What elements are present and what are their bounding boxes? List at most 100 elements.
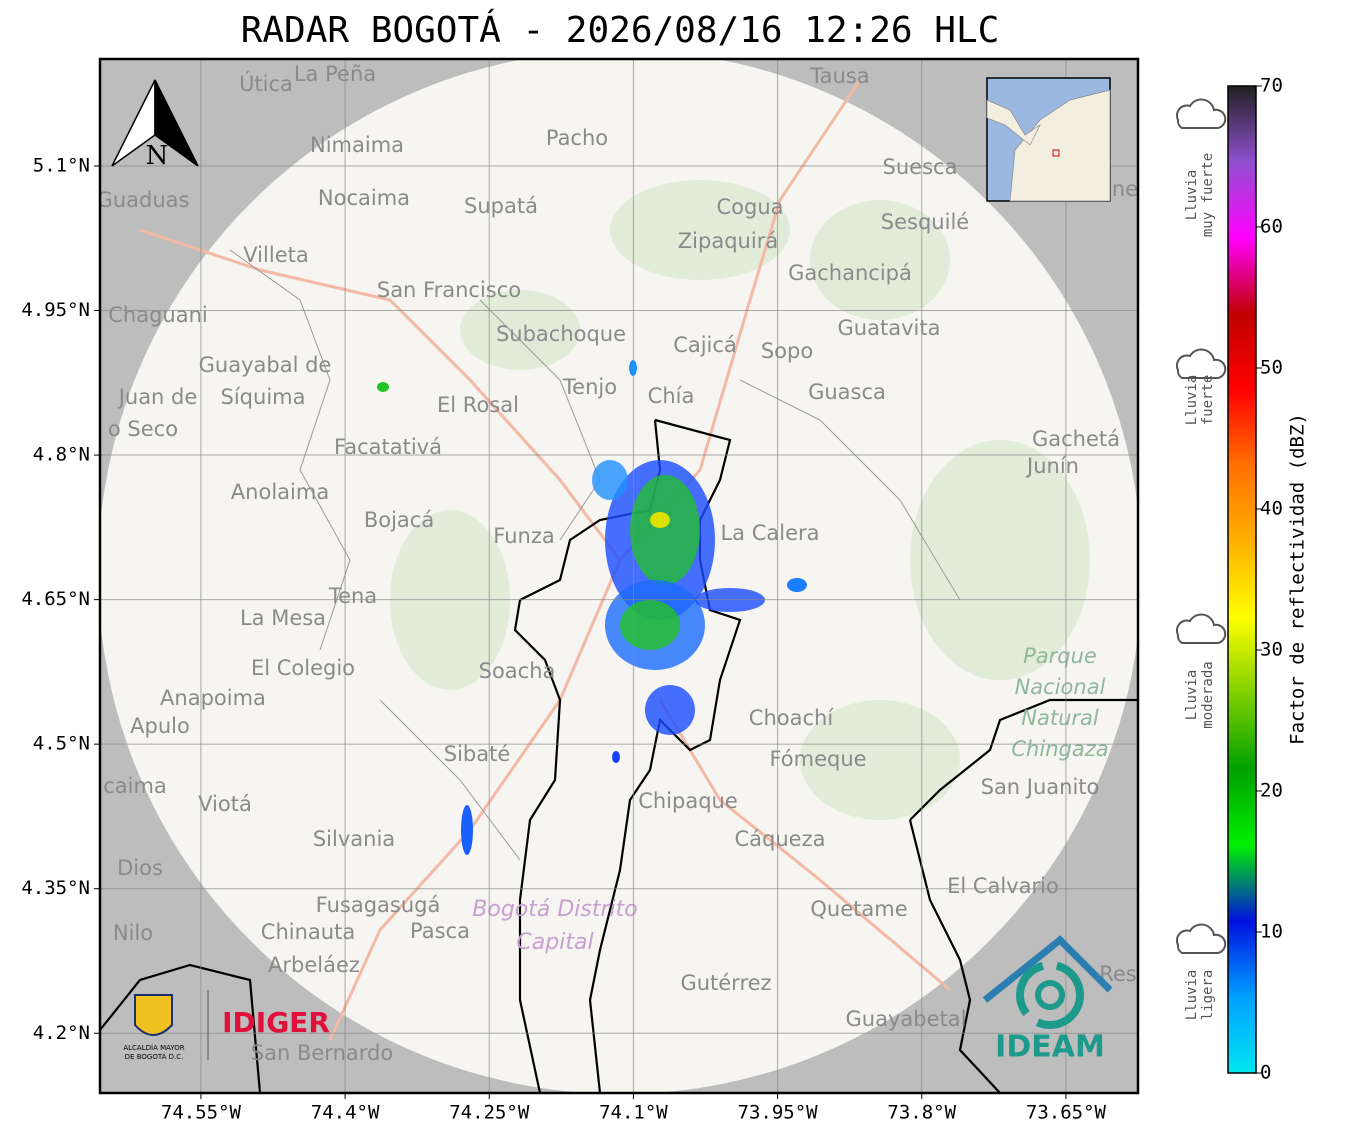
place-label: El Calvario [947,874,1059,898]
place-label: Chipaque [638,789,738,813]
place-labels: Útica La Peña Tausa Pacho Nimaima Suesca Guadu… [100,62,1138,1065]
place-label: Funza [493,524,554,548]
x-tick-label: 74.1°W [599,1102,668,1124]
district-label: Capital [516,930,593,955]
place-label: Junín [1025,454,1079,478]
colorbar-tick-label: 40 [1260,498,1283,520]
place-label: Guasca [808,380,886,404]
x-tick-label: 73.95°W [738,1102,819,1124]
place-label: Tenjo [562,375,617,399]
inset-map [986,77,1111,202]
place-label: Anapoima [160,686,266,710]
place-label: Supatá [464,194,538,218]
place-label: Síquima [221,385,306,409]
place-label: Villeta [243,243,308,267]
colorbar-tick-label: 10 [1260,921,1283,943]
x-tick-label: 74.4°W [311,1102,380,1124]
title: RADAR BOGOTÁ - 2026/08/16 12:26 HLC [241,9,1000,51]
place-label: Apulo [130,714,190,738]
rain-label: muy fuerte [1200,153,1216,237]
colorbar-tick-label: 20 [1260,780,1283,802]
place-label: Fómeque [769,747,866,771]
place-label: Zipaquirá [678,229,778,253]
place-label: Guatavita [838,316,941,340]
cloud [1175,348,1227,379]
place-label: Cáqueza [735,827,826,851]
place-label: Gachancipá [788,261,912,285]
rain-icon [1175,98,1227,129]
rain-label: moderada [1200,661,1216,728]
district-label: Bogotá Distrito [472,897,637,922]
place-label: Gachetá [1032,427,1120,451]
place-label: El Colegio [251,656,355,680]
place-label: Sopo [761,339,813,363]
place-label: Sesquilé [881,210,969,234]
place-label: caima [103,774,167,798]
place-label: Juan de [117,385,198,409]
map: Útica La Peña Tausa Pacho Nimaima Suesca Guadu… [100,59,1138,1093]
cloud [1175,923,1227,954]
y-tick-label: 4.35°N [21,877,90,899]
colorbar [1227,85,1257,1074]
park-label: Nacional [1015,675,1106,699]
y-tick-label: 4.8°N [33,444,90,466]
place-label: Chinauta [261,920,355,944]
colorbar-tick-label: 30 [1260,639,1283,661]
place-label: San Juanito [981,775,1100,799]
rain-label: Lluvia [1184,170,1200,221]
place-label: Dios [117,856,163,880]
colorbar-tick-label: 70 [1260,75,1283,97]
place-label: Tena [328,584,377,608]
x-tick-label: 73.8°W [887,1102,956,1124]
cloud [1175,613,1227,644]
park-label: Chingaza [1011,737,1108,761]
park-label: Natural [1021,706,1099,730]
axes: 74.55°W 74.4°W 74.25°W 74.1°W 73.95°W 73.8°W 7… [21,154,1106,1123]
place-label: La Calera [720,521,819,545]
colorbar-label: Factor de reflectividad (dBZ) [1287,413,1309,745]
place-label: Chaguani [108,303,208,327]
north-label: N [146,141,169,171]
place-label: o Seco [108,417,178,441]
idiger-logo: IDIGER [222,1006,330,1039]
logos: ALCALDÍA MAYOR DE BOGOTÁ D.C. IDIGER IDE… [123,935,1113,1065]
cloud [1175,98,1227,129]
alcaldia-text: DE BOGOTÁ D.C. [125,1052,184,1061]
colorbar-tick-label: 60 [1260,216,1283,238]
grid [100,59,1138,1093]
place-label: ne [1112,177,1138,201]
place-label: Nocaima [318,186,410,210]
y-tick-label: 4.65°N [21,588,90,610]
place-label: Pasca [410,919,470,943]
rain-label: Lluvia [1184,670,1200,721]
colorbar-tick-label: 50 [1260,357,1283,379]
place-label: Cajicá [673,333,737,357]
y-tick-label: 4.2°N [33,1022,90,1044]
radar-echoes [377,360,807,855]
place-label: Nimaima [310,133,404,157]
y-tick-label: 4.95°N [21,299,90,321]
colorbar-tick-label: 0 [1260,1062,1271,1084]
colorbar-ticks: 0 10 20 30 40 50 60 70 [1256,75,1283,1084]
place-label: Subachoque [496,322,626,346]
place-label: La Mesa [240,606,326,630]
alcaldia-text: ALCALDÍA MAYOR [123,1043,184,1052]
x-tick-label: 74.55°W [161,1102,242,1124]
place-label: El Rosal [437,393,519,417]
place-label: Gutérrez [680,971,771,995]
place-label: Fusagasugá [316,893,441,917]
rain-icon [1175,348,1227,379]
x-tick-label: 74.25°W [449,1102,530,1124]
north-arrow: N [111,79,199,171]
place-label: Soacha [479,659,556,683]
place-label: Tausa [809,64,869,88]
y-tick-label: 5.1°N [33,154,90,176]
rain-label: Lluvia [1184,970,1200,1021]
ideam-logo: IDEAM [995,1030,1105,1065]
place-label: Suesca [883,155,958,179]
park-label: Parque [1023,644,1097,668]
rain-label: Lluvia [1184,375,1200,426]
rain-icon [1175,923,1227,954]
